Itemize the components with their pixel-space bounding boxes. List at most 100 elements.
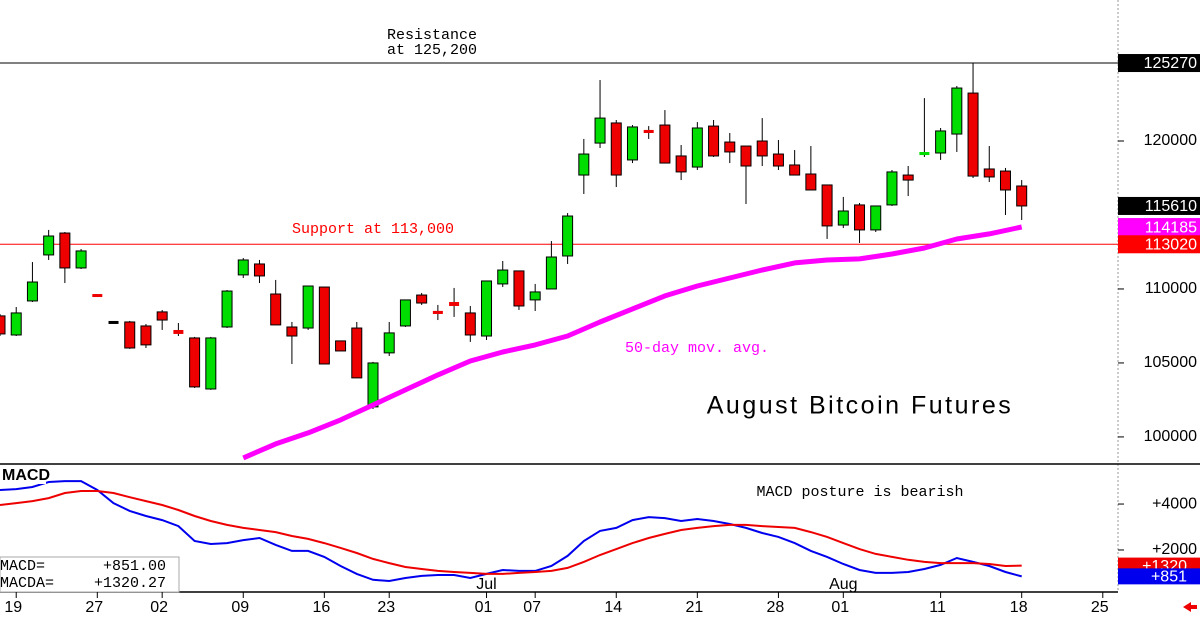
candle-body bbox=[740, 145, 752, 167]
macd-line bbox=[0, 490, 1022, 575]
price-box-label: 114185 bbox=[1145, 219, 1197, 236]
x-tick-label: 11 bbox=[929, 599, 946, 616]
candle-body bbox=[10, 312, 22, 336]
candle-body bbox=[432, 310, 443, 314]
x-tick-label: 19 bbox=[4, 599, 22, 616]
candle-body bbox=[902, 174, 914, 181]
x-tick-label: 01 bbox=[831, 599, 849, 616]
y-tick-label: 120000 bbox=[1144, 132, 1197, 149]
candle-body bbox=[594, 117, 606, 144]
plot-layer bbox=[0, 63, 1028, 461]
candle-body bbox=[772, 153, 784, 167]
last-value-label: +851 bbox=[1151, 569, 1187, 586]
panel-title: MACD bbox=[2, 467, 50, 484]
candle-body bbox=[643, 129, 654, 134]
candle-body bbox=[416, 294, 428, 304]
candle-body bbox=[935, 130, 947, 154]
candle-body bbox=[140, 325, 152, 346]
candle-body bbox=[464, 312, 476, 336]
candle-body bbox=[189, 337, 201, 388]
x-tick-label: 21 bbox=[685, 599, 703, 616]
x-tick-label: 01 bbox=[475, 599, 493, 616]
x-tick-label: 27 bbox=[85, 599, 103, 616]
annotation: Support at 113,000 bbox=[292, 221, 454, 238]
candle-body bbox=[497, 269, 509, 285]
candle-body bbox=[578, 153, 590, 176]
moving-average bbox=[242, 224, 1023, 461]
candle-body bbox=[854, 204, 866, 231]
candle-body bbox=[529, 291, 541, 301]
macd-line bbox=[0, 480, 1022, 583]
candle-body bbox=[0, 315, 6, 335]
candle-body bbox=[351, 327, 363, 379]
candle-body bbox=[75, 250, 87, 269]
x-tick-label: 14 bbox=[604, 599, 622, 616]
annotation: MACD posture is bearish bbox=[756, 484, 963, 501]
candle-body bbox=[675, 155, 687, 173]
candle-body bbox=[205, 337, 217, 390]
candle-body bbox=[124, 321, 136, 349]
panel-title-bg bbox=[0, 466, 46, 484]
x-tick-label: 23 bbox=[377, 599, 395, 616]
candle-body bbox=[318, 286, 330, 365]
x-tick-label: 25 bbox=[1091, 599, 1109, 616]
candle-body bbox=[302, 285, 314, 329]
y-tick-label: +2000 bbox=[1152, 541, 1197, 558]
last-value-box bbox=[1118, 568, 1200, 585]
candle-body bbox=[108, 320, 119, 324]
month-label: Aug bbox=[829, 576, 857, 593]
candle-body bbox=[919, 151, 930, 156]
candle-body bbox=[237, 259, 249, 276]
candle-body bbox=[92, 294, 103, 298]
candle-body bbox=[1016, 185, 1028, 207]
candle-body bbox=[367, 362, 379, 408]
price-box bbox=[1118, 235, 1200, 254]
candle-body bbox=[983, 168, 995, 178]
candle-body bbox=[805, 173, 817, 191]
candle-body bbox=[659, 124, 671, 164]
x-tick-label: 02 bbox=[150, 599, 168, 616]
candle-body bbox=[691, 127, 703, 168]
candle-body bbox=[999, 170, 1011, 191]
candle-body bbox=[837, 210, 849, 226]
price-box bbox=[1118, 218, 1200, 237]
x-tick-label: 16 bbox=[312, 599, 330, 616]
candle-body bbox=[886, 171, 898, 206]
candle-body bbox=[708, 125, 720, 157]
scroll-arrow[interactable] bbox=[1183, 602, 1197, 612]
plot-layer bbox=[0, 480, 1022, 583]
legend-name: MACD= bbox=[0, 558, 45, 575]
candle-body bbox=[562, 215, 574, 257]
y-tick-label: +4000 bbox=[1152, 495, 1197, 512]
candle-body bbox=[270, 293, 282, 326]
price-box bbox=[1118, 54, 1200, 73]
legend-box bbox=[0, 556, 180, 593]
y-tick-label: 105000 bbox=[1144, 354, 1197, 371]
candle-body bbox=[43, 235, 55, 256]
legend-value: +851.00 bbox=[103, 558, 166, 575]
candle-body bbox=[821, 184, 833, 227]
candle-body bbox=[286, 326, 298, 337]
candle-body bbox=[724, 141, 736, 153]
y-tick-label: 100000 bbox=[1144, 428, 1197, 445]
candle-body bbox=[221, 290, 233, 328]
price-box-label: 115610 bbox=[1145, 198, 1197, 215]
annotation: Resistance bbox=[387, 27, 477, 44]
candle-body bbox=[449, 302, 460, 306]
x-tick-label: 09 bbox=[231, 599, 249, 616]
price-box-label: 125270 bbox=[1144, 55, 1197, 72]
candle-body bbox=[59, 232, 71, 269]
candle-body bbox=[870, 205, 882, 231]
candle-body bbox=[951, 87, 963, 135]
candle-body bbox=[626, 126, 638, 161]
annotation: at 125,200 bbox=[387, 42, 477, 59]
chart-title: August Bitcoin Futures bbox=[707, 392, 1014, 420]
candle-body bbox=[967, 92, 979, 177]
x-tick-label: 07 bbox=[523, 599, 541, 616]
candle-body bbox=[481, 280, 493, 337]
candle-body bbox=[173, 329, 184, 334]
y-tick-label: 110000 bbox=[1145, 280, 1197, 297]
legend-value: +1320.27 bbox=[94, 575, 166, 592]
candle-body bbox=[513, 270, 525, 307]
